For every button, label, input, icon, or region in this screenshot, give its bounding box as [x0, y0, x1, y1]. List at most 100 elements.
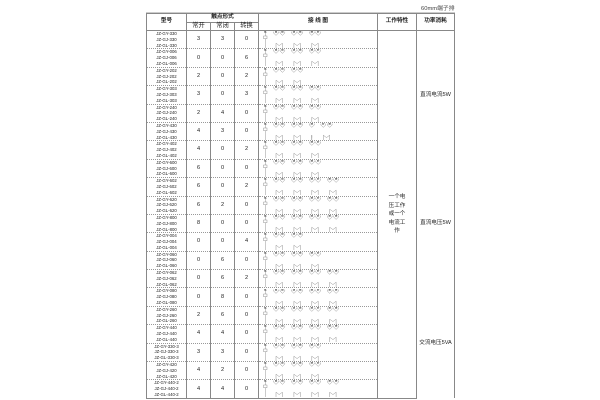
svg-text:16: 16 — [311, 105, 313, 107]
svg-text:17: 17 — [317, 363, 319, 365]
svg-text:18: 18 — [329, 179, 331, 181]
svg-text:14: 14 — [293, 344, 295, 346]
svg-text:14: 14 — [293, 160, 295, 162]
svg-text:17: 17 — [317, 87, 319, 89]
svg-text:13: 13 — [281, 160, 283, 162]
svg-text:19: 19 — [335, 307, 337, 309]
svg-text:14: 14 — [293, 252, 295, 254]
svg-text:11: 11 — [264, 215, 267, 217]
svg-text:12: 12 — [275, 234, 277, 236]
svg-text:18: 18 — [329, 123, 331, 125]
svg-text:16: 16 — [311, 252, 313, 254]
svg-text:14: 14 — [293, 142, 295, 144]
svg-text:15: 15 — [299, 381, 301, 383]
svg-text:13: 13 — [281, 142, 283, 144]
svg-text:16: 16 — [311, 215, 313, 217]
svg-text:17: 17 — [317, 252, 319, 254]
svg-text:17: 17 — [317, 215, 319, 217]
svg-text:11: 11 — [264, 160, 267, 162]
svg-text:17: 17 — [317, 160, 319, 162]
svg-text:17: 17 — [317, 289, 319, 291]
svg-text:17: 17 — [317, 381, 319, 383]
svg-text:12: 12 — [275, 252, 277, 254]
svg-text:11: 11 — [264, 289, 267, 291]
svg-text:14: 14 — [293, 234, 295, 236]
svg-text:15: 15 — [299, 252, 301, 254]
svg-text:13: 13 — [281, 68, 283, 70]
svg-text:15: 15 — [299, 307, 301, 309]
svg-text:16: 16 — [311, 160, 313, 162]
svg-text:11: 11 — [264, 234, 267, 236]
svg-text:15: 15 — [299, 289, 301, 291]
svg-text:14: 14 — [293, 326, 295, 328]
svg-text:12: 12 — [275, 363, 277, 365]
svg-text:12: 12 — [275, 87, 277, 89]
svg-text:16: 16 — [311, 142, 313, 144]
svg-text:18: 18 — [329, 289, 331, 291]
svg-text:18: 18 — [329, 197, 331, 199]
svg-text:11: 11 — [264, 32, 267, 34]
svg-text:13: 13 — [281, 252, 283, 254]
svg-text:16: 16 — [311, 307, 313, 309]
svg-text:12: 12 — [275, 197, 277, 199]
svg-text:15: 15 — [299, 344, 301, 346]
svg-text:13: 13 — [281, 234, 283, 236]
svg-text:13: 13 — [281, 271, 283, 273]
svg-text:13: 13 — [281, 32, 283, 34]
svg-text:16: 16 — [311, 326, 313, 328]
svg-text:12: 12 — [275, 123, 277, 125]
svg-text:16: 16 — [311, 363, 313, 365]
svg-text:14: 14 — [293, 179, 295, 181]
svg-text:12: 12 — [275, 381, 277, 383]
svg-text:11: 11 — [264, 363, 267, 365]
svg-text:14: 14 — [293, 50, 295, 52]
svg-text:12: 12 — [275, 32, 277, 34]
svg-text:17: 17 — [317, 142, 319, 144]
svg-text:13: 13 — [281, 289, 283, 291]
svg-text:11: 11 — [264, 197, 267, 199]
svg-text:12: 12 — [275, 105, 277, 107]
svg-text:13: 13 — [281, 105, 283, 107]
svg-text:12: 12 — [275, 344, 277, 346]
svg-text:15: 15 — [299, 105, 301, 107]
svg-text:13: 13 — [281, 87, 283, 89]
svg-text:19: 19 — [335, 381, 337, 383]
svg-text:19: 19 — [335, 215, 337, 217]
svg-text:12: 12 — [275, 142, 277, 144]
svg-text:16: 16 — [311, 123, 313, 125]
svg-text:13: 13 — [281, 123, 283, 125]
svg-text:15: 15 — [299, 32, 301, 34]
svg-text:12: 12 — [275, 215, 277, 217]
svg-text:15: 15 — [299, 123, 301, 125]
svg-text:13: 13 — [281, 363, 283, 365]
svg-text:17: 17 — [317, 326, 319, 328]
svg-text:17: 17 — [317, 344, 319, 346]
svg-text:14: 14 — [293, 215, 295, 217]
svg-text:14: 14 — [293, 123, 295, 125]
svg-text:14: 14 — [293, 307, 295, 309]
svg-text:12: 12 — [275, 68, 277, 70]
svg-text:11: 11 — [264, 326, 267, 328]
svg-text:15: 15 — [299, 179, 301, 181]
svg-text:14: 14 — [293, 289, 295, 291]
svg-text:11: 11 — [264, 252, 267, 254]
svg-text:15: 15 — [299, 326, 301, 328]
svg-text:13: 13 — [281, 179, 283, 181]
svg-text:15: 15 — [299, 68, 301, 70]
svg-text:11: 11 — [264, 179, 267, 181]
svg-text:18: 18 — [329, 307, 331, 309]
svg-text:14: 14 — [293, 271, 295, 273]
svg-text:18: 18 — [329, 381, 331, 383]
svg-text:14: 14 — [293, 363, 295, 365]
svg-text:16: 16 — [311, 289, 313, 291]
svg-text:15: 15 — [299, 363, 301, 365]
svg-text:13: 13 — [281, 344, 283, 346]
svg-text:17: 17 — [322, 123, 324, 125]
svg-text:16: 16 — [311, 197, 313, 199]
svg-text:12: 12 — [275, 326, 277, 328]
svg-text:13: 13 — [281, 197, 283, 199]
svg-text:19: 19 — [335, 197, 337, 199]
svg-text:14: 14 — [293, 197, 295, 199]
svg-text:11: 11 — [264, 344, 267, 346]
svg-text:14: 14 — [293, 87, 295, 89]
